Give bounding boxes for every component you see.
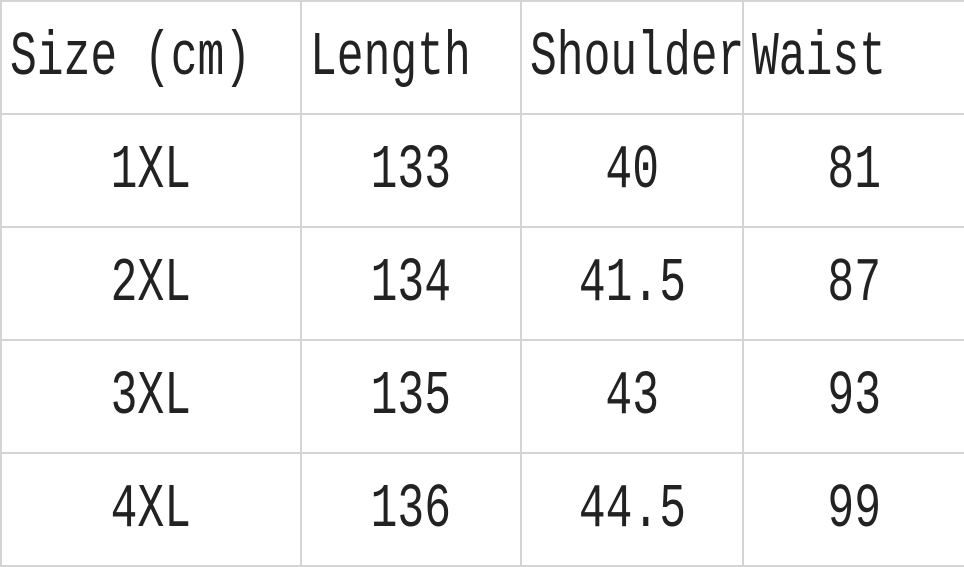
- header-row: Size (cm) Length Shoulder Waist: [0, 0, 964, 115]
- table-cell: Shoulder: [520, 0, 744, 115]
- cell-text: 81: [827, 135, 881, 206]
- table-cell: 93: [742, 339, 964, 454]
- table-cell: 133: [300, 113, 522, 228]
- cell-text: Waist: [752, 22, 886, 93]
- table-cell: 3XL: [0, 339, 302, 454]
- data-row: 3XL 135 43 93: [0, 339, 964, 454]
- table-cell: Size (cm): [0, 0, 302, 115]
- cell-text: 4XL: [110, 474, 192, 545]
- cell-text: 136: [370, 474, 452, 545]
- table-cell: 44.5: [520, 452, 744, 567]
- cell-text: 3XL: [110, 361, 192, 432]
- cell-text: 44.5: [578, 474, 686, 545]
- table-cell: 4XL: [0, 452, 302, 567]
- table-cell: 136: [300, 452, 522, 567]
- table-cell: Waist: [742, 0, 964, 115]
- cell-text: 40: [605, 135, 659, 206]
- table-cell: 87: [742, 226, 964, 341]
- cell-text: 93: [827, 361, 881, 432]
- table-cell: 1XL: [0, 113, 302, 228]
- table-cell: 43: [520, 339, 744, 454]
- cell-text: Length: [310, 22, 471, 93]
- cell-text: Size (cm): [10, 22, 252, 93]
- table-cell: 81: [742, 113, 964, 228]
- cell-text: 133: [370, 135, 452, 206]
- data-row: 1XL 133 40 81: [0, 113, 964, 228]
- table-cell: 135: [300, 339, 522, 454]
- table-cell: 41.5: [520, 226, 744, 341]
- table-cell: 99: [742, 452, 964, 567]
- cell-text: Shoulder: [530, 22, 743, 93]
- cell-text: 2XL: [110, 248, 192, 319]
- table-cell: 40: [520, 113, 744, 228]
- cell-text: 41.5: [578, 248, 686, 319]
- cell-text: 43: [605, 361, 659, 432]
- data-row: 4XL 136 44.5 99: [0, 452, 964, 567]
- cell-text: 99: [827, 474, 881, 545]
- cell-text: 87: [827, 248, 881, 319]
- data-row: 2XL 134 41.5 87: [0, 226, 964, 341]
- cell-text: 135: [370, 361, 452, 432]
- cell-text: 134: [370, 248, 452, 319]
- table-cell: 2XL: [0, 226, 302, 341]
- table-cell: 134: [300, 226, 522, 341]
- table-cell: Length: [300, 0, 522, 115]
- cell-text: 1XL: [110, 135, 192, 206]
